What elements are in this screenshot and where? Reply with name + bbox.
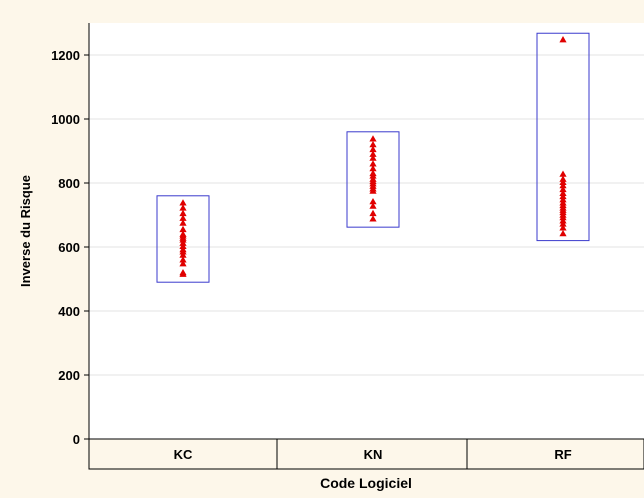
data-point	[369, 215, 377, 222]
data-point	[559, 36, 567, 43]
range-box	[536, 32, 590, 242]
data-point	[179, 204, 187, 211]
data-point	[179, 269, 187, 276]
data-point	[559, 170, 567, 177]
data-point	[179, 256, 187, 263]
group-kn	[346, 131, 400, 228]
x-axis-category-labels: KC KN RF	[174, 439, 572, 469]
data-point	[559, 181, 567, 189]
data-point	[179, 199, 187, 206]
x-axis-label: Code Logiciel	[320, 475, 412, 491]
data-point	[179, 260, 187, 267]
data-point	[369, 175, 377, 182]
data-point	[369, 145, 377, 153]
group-rf	[536, 32, 590, 242]
data-point	[559, 178, 567, 186]
x-tick-label: KN	[364, 447, 383, 462]
range-box	[156, 195, 210, 283]
y-axis-label: Inverse du Risque	[18, 175, 33, 287]
data-point	[559, 220, 567, 227]
data-point	[559, 175, 567, 182]
y-tick-label: 1200	[51, 48, 80, 63]
y-tick-label: 0	[73, 432, 80, 447]
data-point	[179, 230, 187, 237]
data-groups	[156, 32, 590, 283]
data-point	[179, 239, 187, 246]
data-point	[369, 150, 377, 157]
y-tick-label: 1000	[51, 112, 80, 127]
data-point	[559, 224, 567, 231]
data-point	[369, 160, 377, 167]
data-point	[179, 245, 187, 253]
data-point	[369, 165, 377, 172]
data-point	[369, 209, 377, 217]
data-point	[369, 154, 377, 161]
data-point	[559, 185, 567, 193]
y-tick-label: 400	[58, 304, 80, 319]
plot-area	[89, 23, 644, 439]
data-point	[369, 169, 377, 177]
data-point	[369, 135, 377, 142]
x-tick-label: KC	[174, 447, 193, 462]
data-point	[559, 199, 567, 206]
category-band	[88, 438, 644, 470]
y-tick-label: 600	[58, 240, 80, 255]
data-point	[559, 217, 567, 224]
data-point	[559, 229, 567, 237]
data-point	[559, 189, 567, 196]
data-point	[179, 209, 187, 217]
data-point	[369, 141, 377, 148]
data-point	[559, 192, 567, 200]
group-kc	[156, 195, 210, 283]
data-point	[559, 196, 567, 203]
y-tick-label: 800	[58, 176, 80, 191]
data-point	[179, 242, 187, 250]
data-point	[179, 219, 187, 226]
data-point	[179, 251, 187, 258]
y-tick-label: 200	[58, 368, 80, 383]
x-tick-label: RF	[554, 447, 571, 462]
y-axis-ticks: 0 200 400 600 800 1000 1200	[51, 48, 89, 447]
data-point	[369, 202, 377, 209]
data-point	[179, 214, 187, 221]
data-point	[179, 225, 187, 233]
data-point	[369, 197, 377, 205]
range-box	[346, 131, 400, 228]
